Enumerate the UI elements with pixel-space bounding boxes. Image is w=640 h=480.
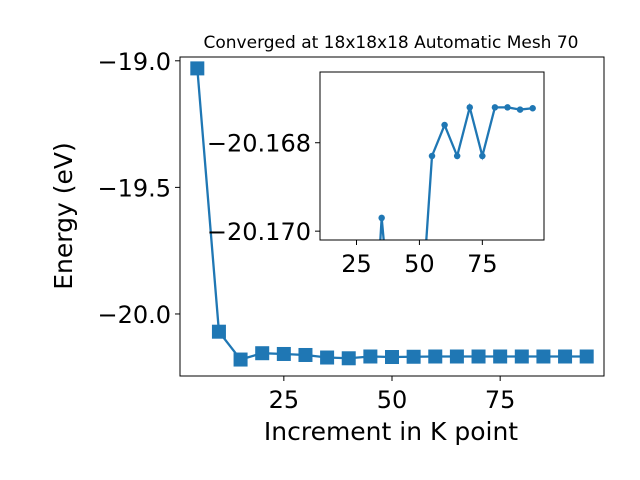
inset-data-point xyxy=(529,105,536,112)
inset-x-ticks: 25 50 75 xyxy=(341,240,498,278)
main-data-point xyxy=(514,349,529,364)
inset-plot-frame xyxy=(319,71,545,241)
inset-data-point xyxy=(441,121,448,129)
y-axis-label: Energy (eV) xyxy=(49,142,78,289)
main-data-point xyxy=(558,349,573,364)
main-data-point xyxy=(276,346,291,361)
chart-title: Converged at 18x18x18 Automatic Mesh 70 xyxy=(204,33,579,53)
main-x-tick-label: 25 xyxy=(269,386,300,414)
inset-data-point xyxy=(428,152,436,160)
main-data-point xyxy=(406,349,421,364)
x-axis-label: Increment in K point xyxy=(264,417,518,446)
main-data-point xyxy=(428,349,443,364)
main-y-ticks: −19.0 −19.5 −20.0 xyxy=(97,48,180,329)
main-x-ticks: 25 50 75 xyxy=(269,376,516,414)
main-data-point xyxy=(211,324,226,339)
inset-x-tick-label: 75 xyxy=(467,250,498,278)
inset-y-tick-label: −20.168 xyxy=(207,130,311,158)
main-y-tick-label: −20.0 xyxy=(97,301,171,329)
inset-series-markers xyxy=(378,104,536,222)
inset-data-point xyxy=(466,104,474,111)
inset-data-point xyxy=(479,152,486,160)
main-y-tick-label: −19.5 xyxy=(97,174,171,202)
main-data-point xyxy=(449,349,464,364)
inset-data-point xyxy=(491,104,499,111)
inset-data-point xyxy=(378,214,385,222)
inset-x-tick-label: 50 xyxy=(404,250,435,278)
main-y-tick-label: −19.0 xyxy=(97,48,171,76)
main-data-point xyxy=(493,349,508,364)
inset-x-tick-label: 25 xyxy=(341,250,372,278)
inset-y-ticks: −20.170 −20.168 xyxy=(207,130,320,246)
inset-data-point xyxy=(453,152,461,160)
inset-data-point xyxy=(504,104,511,111)
main-data-point xyxy=(298,347,313,362)
main-x-tick-label: 50 xyxy=(377,386,408,414)
main-data-point xyxy=(536,349,551,364)
main-data-point xyxy=(190,61,205,76)
main-data-point xyxy=(341,351,356,366)
main-data-point xyxy=(255,346,270,361)
main-data-point xyxy=(579,349,594,364)
inset-plot: 25 50 75 −20.170 −20.168 xyxy=(207,71,545,278)
main-data-point xyxy=(363,349,378,364)
inset-y-tick-label: −20.170 xyxy=(207,218,311,246)
main-data-point xyxy=(471,349,486,364)
main-series-markers xyxy=(190,61,594,367)
main-data-point xyxy=(385,350,399,365)
main-x-tick-label: 75 xyxy=(485,386,516,414)
main-data-point xyxy=(233,352,248,367)
inset-data-point xyxy=(516,106,524,113)
main-plot-frame xyxy=(179,56,605,377)
main-data-point xyxy=(320,350,335,365)
